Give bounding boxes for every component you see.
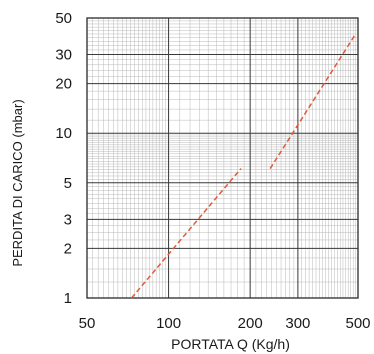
- x-axis-title: PORTATA Q (Kg/h): [171, 336, 290, 352]
- y-tick-label: 20: [55, 76, 72, 93]
- y-tick-labels: 1 2 3 5 10 20 30 50: [55, 10, 72, 307]
- y-axis-title: PERDITA DI CARICO (mbar): [10, 99, 25, 266]
- y-tick-label: 1: [64, 290, 72, 307]
- x-tick-label: 500: [345, 315, 370, 332]
- x-tick-label: 300: [285, 315, 310, 332]
- y-tick-label: 5: [64, 175, 72, 192]
- y-tick-label: 30: [55, 47, 72, 64]
- x-tick-labels: 50 100 200 300 500: [79, 315, 371, 332]
- major-grid: [86, 17, 359, 299]
- minor-grid: [86, 17, 359, 299]
- y-tick-label: 50: [55, 10, 72, 27]
- series-line: [269, 33, 357, 169]
- x-tick-label: 200: [238, 315, 263, 332]
- y-tick-label: 2: [64, 240, 72, 257]
- x-tick-label: 100: [156, 315, 181, 332]
- y-tick-label: 10: [55, 125, 72, 142]
- plot-frame: [86, 17, 359, 299]
- series-layer: [130, 33, 357, 299]
- x-tick-label: 50: [79, 315, 96, 332]
- series-line: [130, 168, 242, 299]
- y-tick-label: 3: [64, 211, 72, 228]
